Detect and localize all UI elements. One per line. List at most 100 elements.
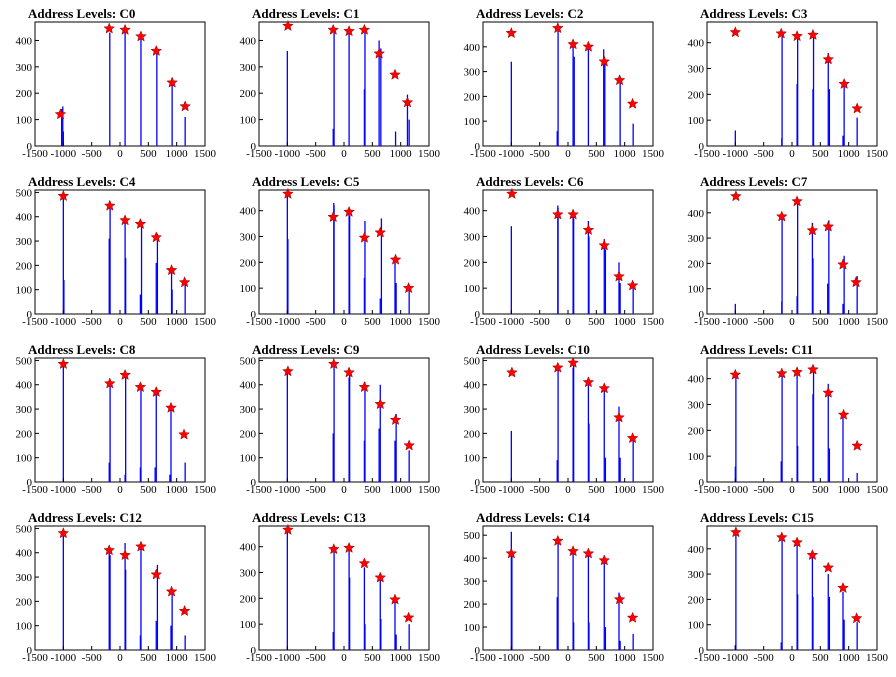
y-tick-label: 400 [16,380,33,392]
x-tick-label: -1500 [694,484,720,496]
star-marker [582,40,595,52]
x-tick-label: -1500 [694,652,720,664]
x-tick-label: -500 [306,148,327,160]
y-tick-label: 300 [16,62,33,74]
star-marker [582,547,595,559]
panel-title: Address Levels: C9 [252,342,360,357]
star-marker [598,382,611,394]
star-marker [567,545,579,557]
x-tick-label: 0 [341,148,347,160]
star-marker [374,226,387,238]
y-tick-label: 500 [464,355,481,367]
star-marker [327,357,340,370]
star-marker [135,30,147,42]
star-marker [791,195,803,207]
x-tick-label: -500 [754,484,775,496]
y-tick-label: 300 [688,400,705,412]
x-tick-label: 1500 [418,484,441,496]
x-tick-label: 500 [140,484,157,496]
star-marker [389,253,402,265]
star-marker [358,381,371,393]
star-marker [282,523,294,535]
x-tick-label: 1000 [166,484,189,496]
y-tick-label: 500 [464,530,481,542]
star-marker [135,540,147,552]
y-tick-label: 300 [464,232,481,244]
y-tick-label: 400 [688,208,705,220]
y-tick-label: 300 [240,404,257,416]
star-marker [505,547,518,559]
y-tick-label: 0 [251,309,257,321]
star-marker [775,367,788,379]
panel-title: Address Levels: C15 [700,510,814,525]
star-marker [150,385,163,398]
star-marker [373,47,386,59]
star-marker [551,208,564,220]
x-tick-label: 0 [565,148,571,160]
x-tick-label: -1000 [498,316,524,328]
x-tick-label: -500 [530,316,551,328]
x-tick-label: 500 [812,316,829,328]
star-marker [54,108,67,120]
y-tick-label: 200 [688,89,705,101]
y-tick-label: 400 [16,212,33,224]
x-tick-label: 1000 [166,148,189,160]
star-marker [103,199,116,211]
panel-c0: Address Levels: C0 0 100 200 300 400 -1500 -100… [16,6,217,160]
y-tick-label: 100 [688,451,705,463]
x-tick-label: -500 [754,652,775,664]
x-tick-label: 1000 [614,148,637,160]
x-tick-label: -500 [530,484,551,496]
y-tick-label: 300 [688,64,705,76]
star-marker [626,611,639,623]
x-tick-label: -1000 [722,484,748,496]
x-tick-label: 1500 [866,484,889,496]
y-tick-label: 100 [240,115,257,127]
panel-c7: Address Levels: C7 0 100 200 300 400 -1500 -100… [688,174,889,328]
y-tick-label: 400 [240,542,257,554]
x-tick-label: -500 [82,652,103,664]
x-tick-label: -1500 [470,316,496,328]
y-tick-label: 400 [464,42,481,54]
x-tick-label: -1000 [50,484,76,496]
x-tick-label: -500 [82,316,103,328]
star-marker [838,77,851,89]
star-marker [850,276,862,288]
y-tick-label: 300 [240,232,257,244]
star-marker [401,96,414,108]
plot-frame [258,525,430,651]
y-tick-label: 200 [240,88,257,100]
star-marker [327,543,340,555]
x-tick-label: 500 [140,316,157,328]
x-tick-label: -500 [530,148,551,160]
star-marker [822,561,835,573]
panel-title: Address Levels: C12 [28,510,142,525]
panel-c13: Address Levels: C13 0 100 200 300 400 -1500 -10… [240,510,441,664]
x-tick-label: -1500 [694,148,720,160]
x-tick-label: 0 [789,652,795,664]
x-tick-label: 0 [565,316,571,328]
star-marker [374,398,387,410]
y-tick-label: 400 [240,35,257,47]
x-tick-label: -1000 [274,484,300,496]
x-tick-label: 1000 [166,652,189,664]
y-tick-label: 200 [16,88,33,100]
y-tick-label: 100 [688,115,705,127]
x-tick-label: 500 [140,148,157,160]
y-tick-label: 0 [27,477,33,489]
x-tick-label: 500 [140,652,157,664]
y-tick-label: 100 [240,283,257,295]
y-tick-label: 0 [699,309,705,321]
y-tick-label: 200 [464,257,481,269]
x-tick-label: 1000 [166,316,189,328]
x-tick-label: -1500 [470,148,496,160]
y-tick-label: 200 [240,257,257,269]
panel-c3: Address Levels: C3 0 100 200 300 400 -1500 -100… [688,6,889,160]
star-marker [837,258,849,270]
plot-frame [34,21,206,147]
star-marker [150,231,163,243]
y-tick-label: 200 [464,428,481,440]
panel-c2: Address Levels: C2 0 100 200 300 400 -1500 -100… [464,6,665,160]
plot-frame [482,525,654,651]
